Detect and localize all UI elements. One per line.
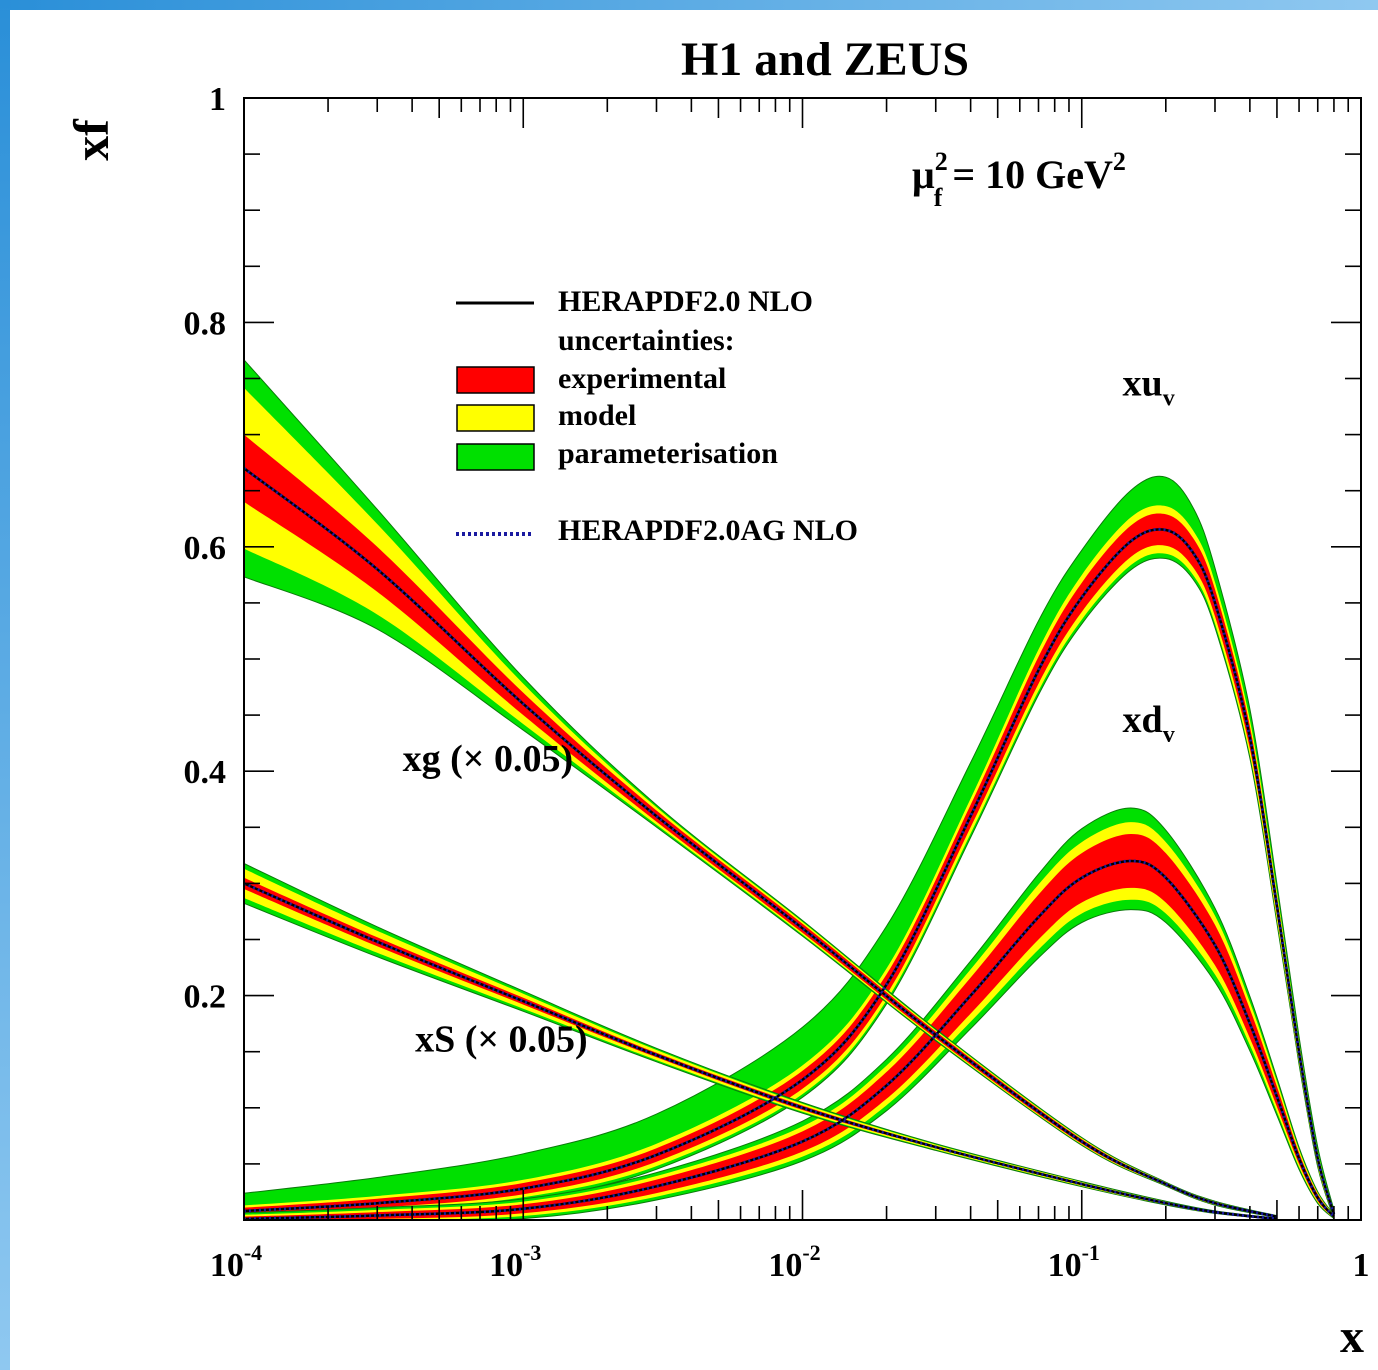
x-tick-label-exp-3: -1 <box>1082 1240 1100 1265</box>
curve-label-0: xuv <box>1123 362 1175 411</box>
x-tick-label-base-3: 10 <box>1048 1247 1082 1284</box>
x-axis-label: x <box>1340 1310 1364 1363</box>
x-tick-label-base-2: 10 <box>768 1247 802 1284</box>
x-tick-label-2: 10-2 <box>768 1240 820 1284</box>
frame-left-border <box>0 0 10 1370</box>
chart-title: H1 and ZEUS <box>681 33 969 86</box>
x-tick-label-exp-1: -3 <box>523 1240 541 1265</box>
curve-label-2: xg (× 0.05) <box>403 738 573 780</box>
legend-label-experimental: experimental <box>558 362 726 395</box>
band-model-1 <box>244 822 1334 1221</box>
scale-annotation-base: μ <box>912 152 935 197</box>
x-tick-label-base-4: 1 <box>1353 1247 1370 1284</box>
central-curves <box>243 467 1336 1221</box>
curve-label-main-3: xS (× 0.05) <box>415 1019 588 1061</box>
x-tick-label-exp-2: -2 <box>802 1240 820 1265</box>
curve-label-3: xS (× 0.05) <box>415 1019 588 1061</box>
y-axis-label: xf <box>63 118 119 161</box>
band-experimental-1 <box>244 834 1334 1220</box>
y-tick-label-3: 0.8 <box>184 305 227 342</box>
legend-label-parameterisation: parameterisation <box>558 437 778 470</box>
curve-label-sub-0: v <box>1163 385 1175 411</box>
legend-swatch-experimental <box>456 366 535 394</box>
legend-swatch-parameterisation <box>456 443 535 471</box>
x-tick-label-0: 10-4 <box>210 1240 262 1284</box>
central-line-0 <box>243 528 1336 1215</box>
y-tick-label-2: 0.6 <box>184 530 227 567</box>
x-tick-label-3: 10-1 <box>1048 1240 1100 1284</box>
x-tick-label-exp-0: -4 <box>244 1240 262 1265</box>
x-tick-label-base-0: 10 <box>210 1247 244 1284</box>
legend-header: uncertainties: <box>558 324 735 357</box>
y-tick-label-4: 1 <box>209 81 226 118</box>
curve-label-main-0: xu <box>1123 362 1163 404</box>
scale-annotation-sub: f <box>934 183 943 212</box>
scale-annotation-unit-sup: 2 <box>1113 147 1126 176</box>
uncertainty-bands <box>243 358 1335 1222</box>
x-tick-label-base-1: 10 <box>489 1247 523 1284</box>
x-tick-label-1: 10-3 <box>489 1240 541 1284</box>
axis-tick-labels: 10-4 10-3 10-2 10-1 10.20.40.60.81 <box>184 81 1370 1284</box>
frame-top-border <box>0 0 1378 10</box>
legend-central-label: HERAPDF2.0 NLO <box>558 285 813 318</box>
alt-line-2 <box>243 467 1278 1219</box>
y-tick-label-0: 0.2 <box>184 979 227 1016</box>
curve-label-1: xdv <box>1123 699 1175 748</box>
legend: HERAPDF2.0 NLO uncertainties: experiment… <box>456 285 858 547</box>
x-tick-label-4: 1 <box>1353 1247 1370 1284</box>
central-line-3 <box>243 882 1278 1221</box>
y-tick-label-1: 0.4 <box>184 754 227 791</box>
legend-swatch-model <box>456 404 535 432</box>
alt-line-1 <box>243 859 1336 1221</box>
curve-label-main-1: xd <box>1123 699 1163 741</box>
band-parameterisation-0 <box>243 475 1335 1220</box>
legend-alt-label: HERAPDF2.0AG NLO <box>558 514 858 547</box>
legend-label-model: model <box>558 399 636 432</box>
curve-label-main-2: xg (× 0.05) <box>403 738 573 780</box>
band-model-0 <box>244 505 1334 1218</box>
scale-annotation-rest: = 10 GeV <box>942 152 1113 197</box>
scale-annotation: μ2 f = 10 GeV2 <box>912 147 1126 212</box>
axis-ticks <box>243 97 1362 1221</box>
curve-label-sub-1: v <box>1163 722 1175 748</box>
scale-annotation-sup: 2 <box>935 147 948 176</box>
